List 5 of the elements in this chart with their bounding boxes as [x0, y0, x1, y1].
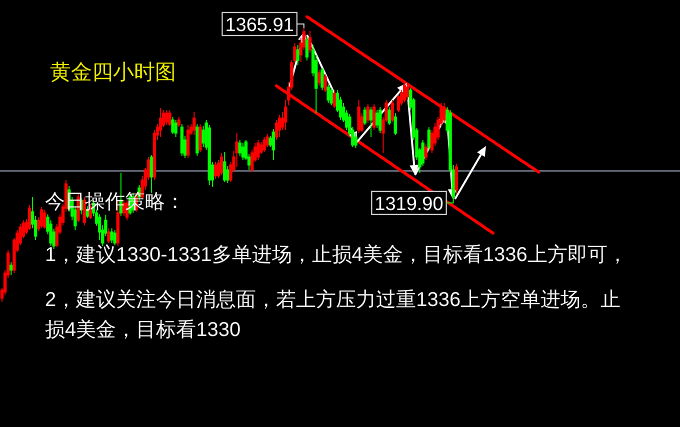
annotation: 1319.90: [374, 194, 444, 215]
text: 黄金四小时图: [50, 61, 176, 84]
annotation: 1，建议1330-1331多单进场，止损4美金，目标看1336上方即可，: [45, 243, 628, 268]
annotation: 1365.91: [225, 15, 294, 36]
annotation: 2，建议关注今日消息面，若上方压力过重1336上方空单进场。止损4美金，目标看1330: [45, 288, 622, 343]
